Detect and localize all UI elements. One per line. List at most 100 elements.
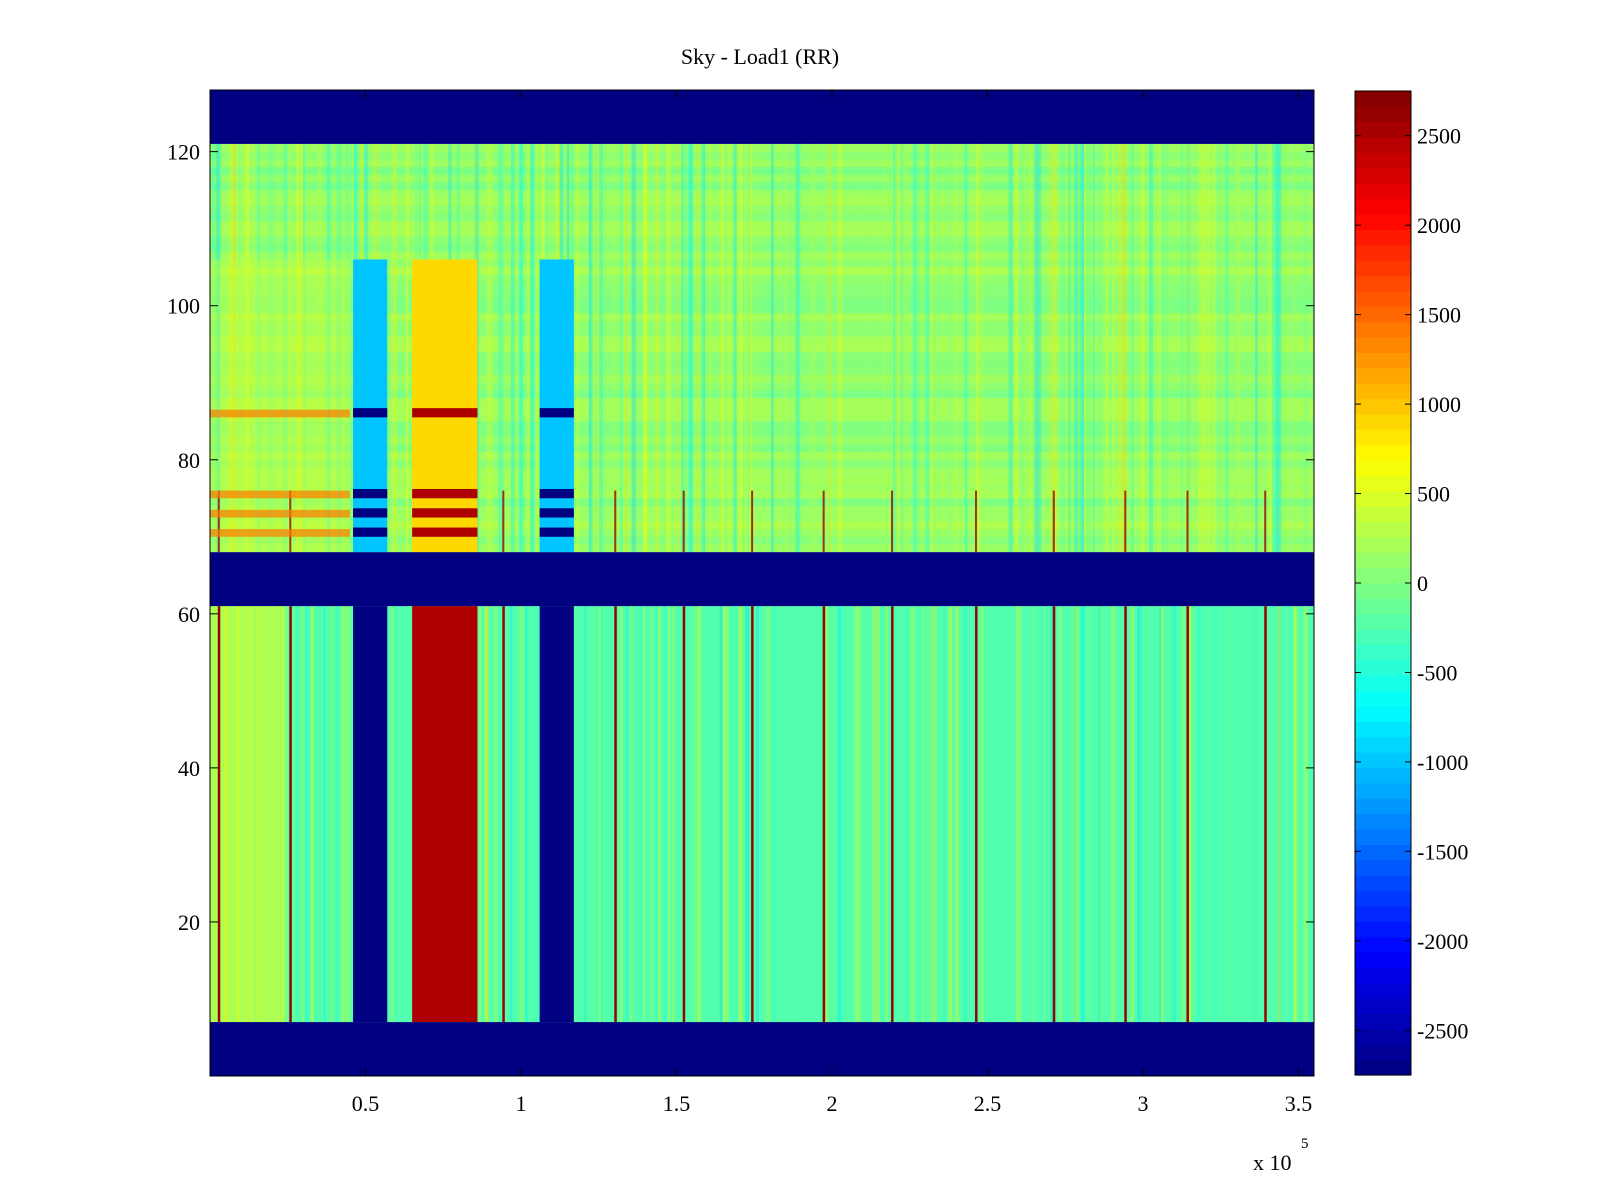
- heatmap-column: [908, 606, 912, 1023]
- colorbar-segment: [1355, 521, 1411, 538]
- heatmap-vertical-line-upper: [975, 490, 978, 553]
- heatmap-column: [972, 606, 977, 1023]
- colorbar-segment: [1355, 506, 1411, 523]
- heatmap-column: [697, 606, 701, 1023]
- heatmap-column: [650, 606, 655, 1023]
- heatmap-column: [484, 606, 488, 1023]
- masked-row-band-2: [210, 552, 1314, 607]
- heatmap-column: [730, 606, 735, 1023]
- heatmap-column: [590, 606, 594, 1023]
- heatmap-column: [1021, 143, 1026, 553]
- heatmap-column: [720, 143, 726, 553]
- heatmap-column: [809, 143, 813, 553]
- colorbar-segment: [1355, 290, 1411, 307]
- heatmap-column: [326, 143, 330, 553]
- heatmap-row: [210, 351, 1314, 360]
- colorbar-segment: [1355, 1044, 1411, 1061]
- colorbar-tick-label: -1000: [1417, 750, 1468, 775]
- heatmap-column: [666, 143, 672, 553]
- heatmap-column: [642, 606, 645, 1023]
- heatmap-column: [405, 143, 409, 553]
- heatmap-column: [310, 606, 314, 1023]
- heatmap-column: [1137, 606, 1141, 1023]
- heatmap-column: [1221, 606, 1224, 1023]
- heatmap-vertical-line: [891, 606, 894, 1023]
- heatmap-column: [1099, 606, 1103, 1023]
- heatmap-column: [602, 606, 605, 1023]
- heatmap-column: [708, 143, 712, 553]
- x-axis-multiplier-exponent: 5: [1301, 1136, 1309, 1152]
- colorbar-segment: [1355, 367, 1411, 384]
- heatmap-column: [1015, 606, 1019, 1023]
- colorbar-segment: [1355, 721, 1411, 738]
- heatmap-column: [1136, 606, 1141, 1023]
- heatmap-column: [744, 143, 748, 553]
- heatmap-column: [794, 606, 798, 1023]
- heatmap-column: [738, 606, 743, 1023]
- heatmap-column: [771, 143, 774, 553]
- colorbar-segment: [1355, 229, 1411, 246]
- heatmap-column: [584, 606, 590, 1023]
- heatmap-column: [589, 143, 592, 553]
- heatmap-column: [326, 143, 330, 553]
- heatmap-row: [210, 475, 1314, 483]
- heatmap-region-upper: [210, 143, 1314, 553]
- heatmap-column: [296, 143, 300, 553]
- heatmap-row: [210, 505, 1314, 514]
- colorbar-segment: [1355, 629, 1411, 646]
- heatmap-column: [1122, 606, 1127, 1023]
- colorbar-segment: [1355, 214, 1411, 230]
- heatmap-row: [210, 521, 1314, 530]
- heatmap-column: [643, 143, 647, 553]
- heatmap-column: [649, 143, 653, 553]
- heatmap-column: [501, 143, 506, 553]
- heatmap-column: [344, 606, 349, 1023]
- heatmap-column: [1187, 143, 1191, 553]
- heatmap-column: [863, 143, 866, 553]
- heatmap-column: [1219, 143, 1223, 553]
- heatmap-column: [1032, 606, 1035, 1023]
- heatmap-column: [1023, 143, 1028, 553]
- heatmap-column: [838, 143, 842, 553]
- heatmap-column: [625, 606, 629, 1023]
- heatmap-column: [1142, 606, 1146, 1023]
- heatmap-column: [339, 143, 344, 553]
- heatmap-column: [1165, 143, 1169, 553]
- colorbar-segment: [1355, 106, 1411, 123]
- heatmap-column: [696, 143, 699, 553]
- heatmap-column: [1224, 606, 1229, 1023]
- heatmap-column: [854, 606, 860, 1023]
- y-tick-label: 40: [178, 756, 200, 781]
- heatmap-column: [515, 143, 520, 553]
- heatmap-column: [1033, 143, 1038, 553]
- heatmap-column: [1085, 606, 1089, 1023]
- heatmap-column: [1068, 143, 1071, 553]
- heatmap-column: [1058, 606, 1062, 1023]
- heatmap-column: [1055, 606, 1060, 1023]
- masked-row-band-1: [210, 1022, 1314, 1076]
- colorbar: 2500 2000 1500 1000 500 0 -500 -1000 -1500 -2000 -…: [1354, 90, 1468, 1076]
- heatmap-row: [210, 159, 1314, 168]
- heatmap-column: [655, 143, 659, 553]
- heatmap-row: [210, 413, 1314, 422]
- colorbar-segment: [1355, 429, 1411, 446]
- heatmap-column: [619, 606, 623, 1023]
- colorbar-segment: [1355, 659, 1411, 676]
- heatmap-column: [943, 606, 948, 1023]
- heatmap-column: [885, 606, 888, 1023]
- colorbar-segment: [1355, 352, 1411, 369]
- heatmap-row: [210, 151, 1314, 160]
- heatmap-column: [306, 606, 309, 1023]
- heatmap-column: [1146, 143, 1149, 553]
- heatmap-row: [210, 467, 1314, 476]
- heatmap-band-stripe: [412, 408, 478, 418]
- heatmap-column: [862, 606, 867, 1023]
- heatmap-row: [210, 328, 1314, 337]
- heatmap-column: [964, 143, 968, 553]
- heatmap-column: [925, 143, 930, 553]
- colorbar-segment: [1355, 121, 1411, 138]
- heatmap-column: [1028, 143, 1033, 553]
- heatmap-column: [930, 143, 933, 553]
- heatmap-column: [1198, 143, 1202, 553]
- y-tick-label: 100: [167, 294, 200, 319]
